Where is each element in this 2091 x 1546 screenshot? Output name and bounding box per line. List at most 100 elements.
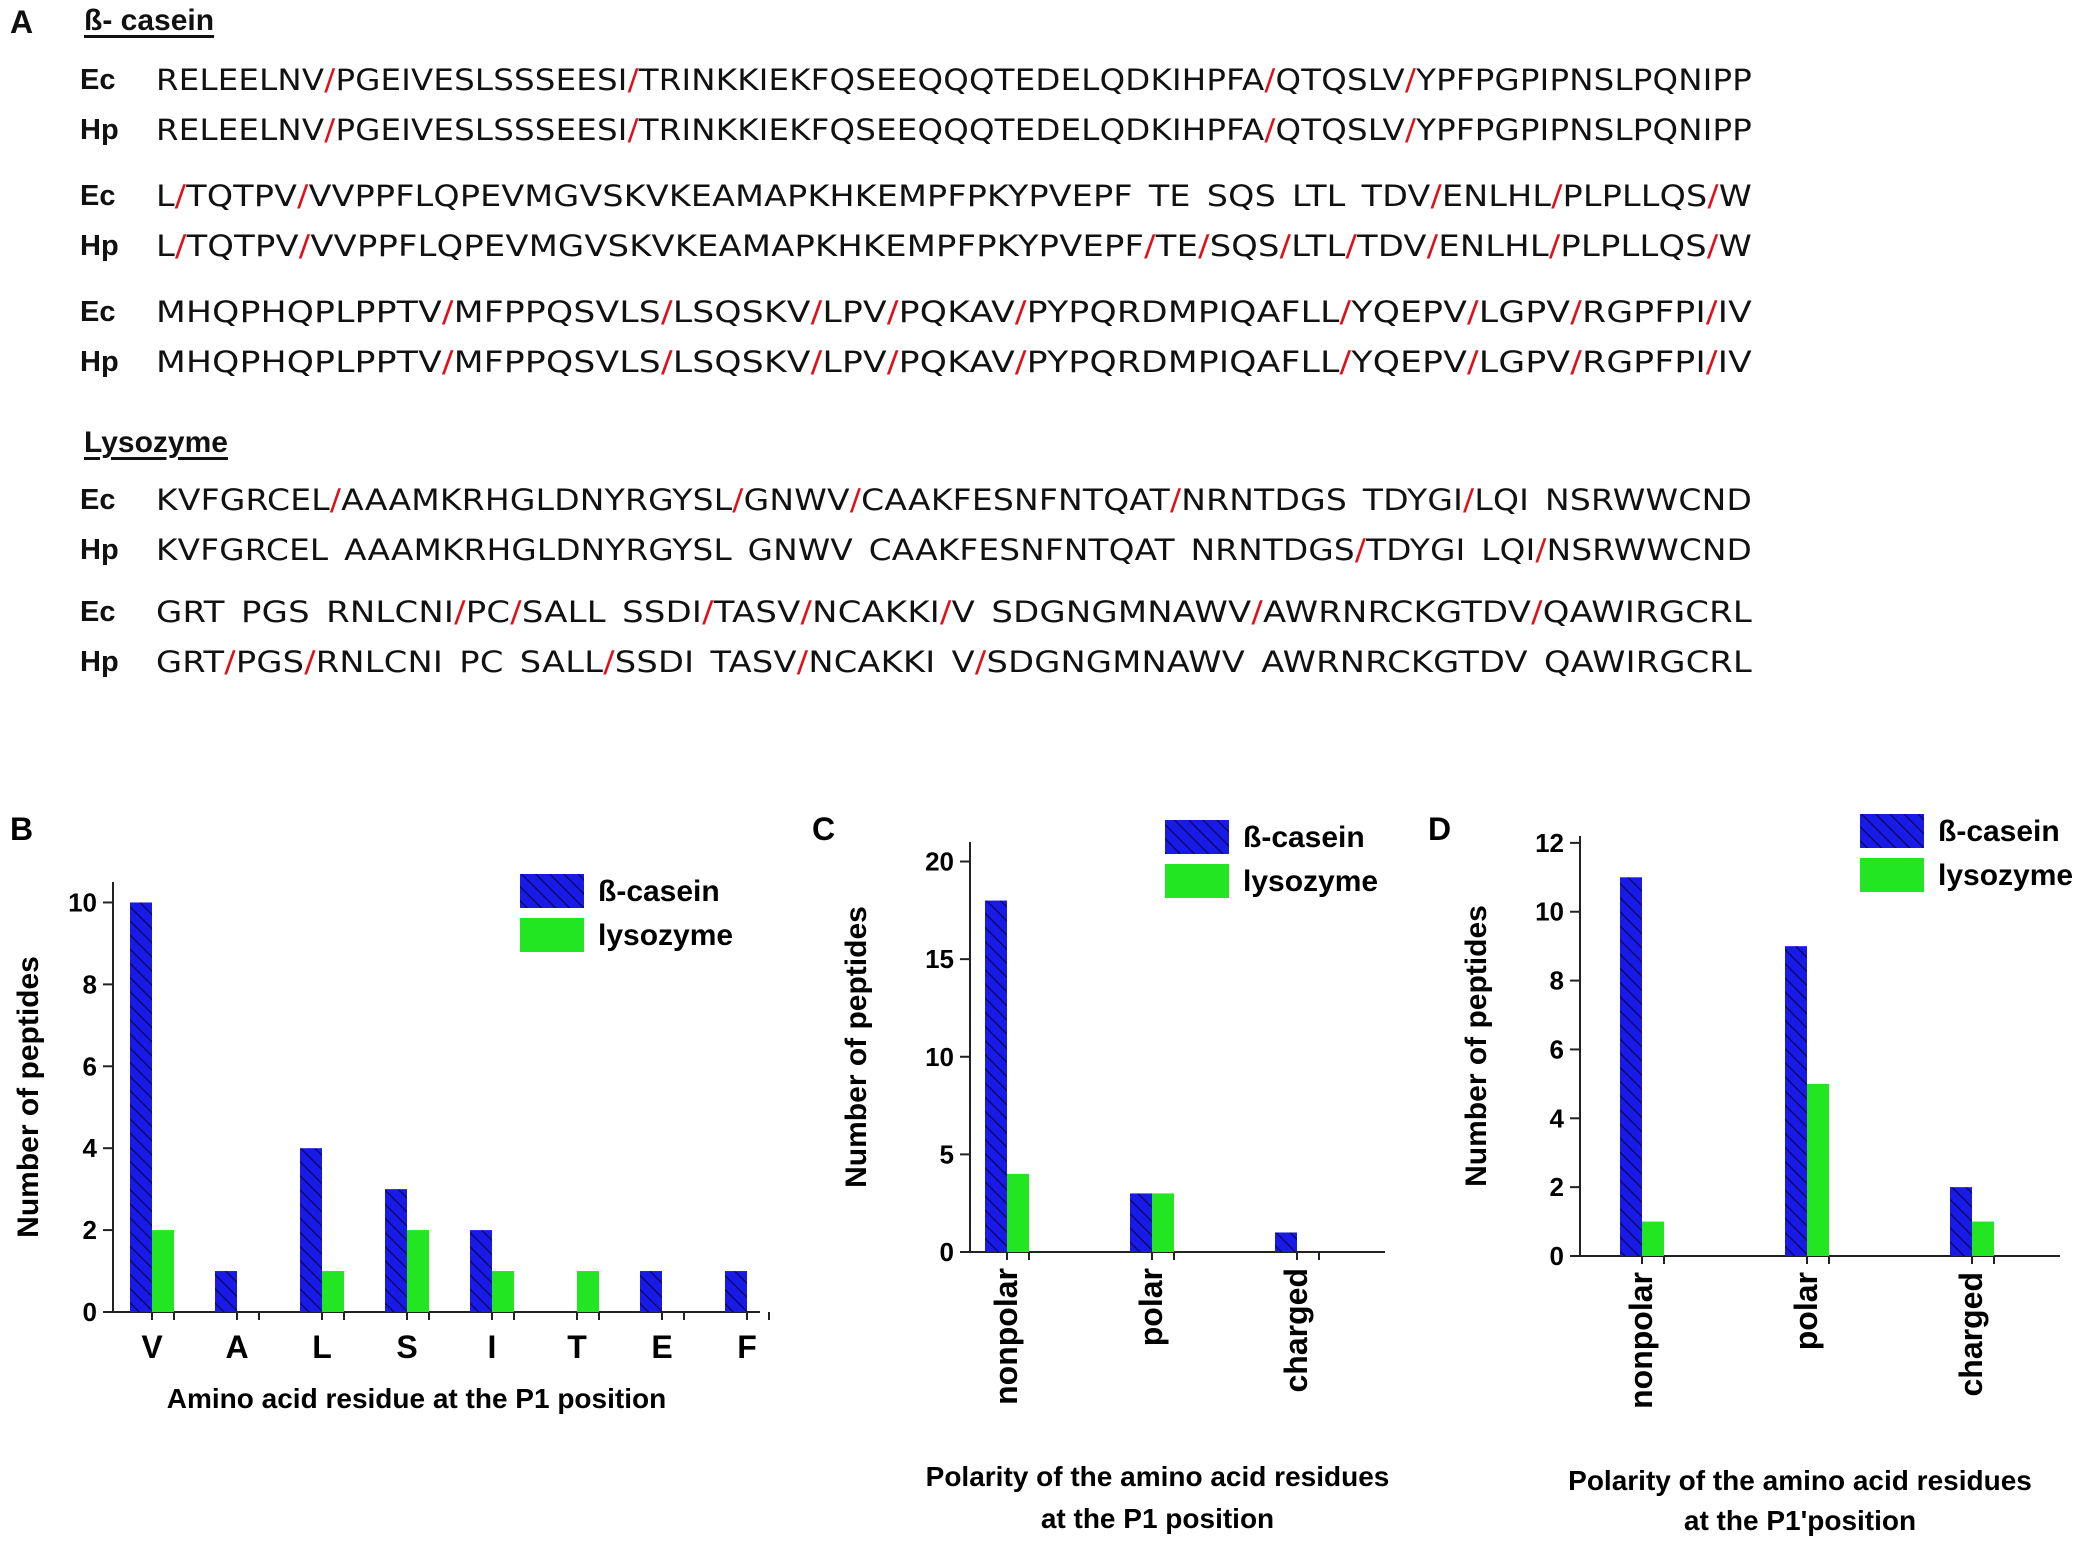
sequence-segment: LPV [822,345,887,379]
sequence-segment: SDGNGMNAWV [986,645,1246,679]
cleavage-site-mark: / [1404,113,1417,147]
sequence-segment: KVFGRCEL [156,533,329,567]
organism-label: Ec [80,295,116,328]
casein-bar-S [385,1189,407,1312]
y-tick-label: 10 [68,887,97,917]
category-label: nonpolar [988,1268,1024,1405]
sequence-segment: MFPPQSVLS [453,295,661,329]
x-axis-label-line: at the P1'position [1684,1505,1916,1536]
peptide-sequence: GRT PGS RNLCNI/PC/SALL SSDI/TASV/NCAKKI/… [156,595,1752,629]
x-axis-label-line: at the P1 position [1041,1503,1274,1534]
sequence-segment: TQTPV [186,229,299,263]
sequence-segment: V [951,595,976,629]
peptide-sequence: L/TQTPV/VVPPFLQPEVMGVSKVKEAMAPKHKEMPFPKY… [156,229,1752,263]
cleavage-site-mark: / [324,113,336,147]
x-axis-label-line: Polarity of the amino acid residues [1568,1465,2032,1496]
sequence-segment: LSQSKV [672,345,811,379]
sequence-segment: SALL [519,645,604,679]
sequence-segment: RELEELNV [156,63,325,97]
cleavage-site-mark: / [441,345,454,379]
cleavage-site-mark: / [224,645,236,679]
y-tick-label: 6 [1550,1034,1564,1064]
cleavage-site-mark: / [810,345,823,379]
casein-bar-charged [1950,1187,1972,1256]
sequence-row: Ec RELEELNV/PGEIVESLSSSEESI/TRINKKIEKFQSE… [80,60,1752,100]
lysozyme-bar-T [577,1271,599,1312]
sequence-segment: RELEELNV [156,113,325,147]
sequence-segment: V [951,645,975,679]
panel-letter-d: D [1428,811,1451,847]
cleavage-site-mark: / [1345,229,1358,263]
sequence-segment: MHQPHQPLPPTV [156,345,442,379]
y-tick-label: 20 [925,847,954,877]
cleavage-site-mark: / [1570,295,1583,329]
sequence-segment: GRT [156,645,225,679]
sequence-segment: PLPLLQS [1562,179,1708,213]
cleavage-site-mark: / [1264,113,1276,147]
legend-swatch-lysozyme [520,918,584,952]
y-axis-label: Number of peptides [12,956,45,1238]
lysozyme-bar-polar [1152,1193,1174,1252]
sequence-segment: LQI [1474,483,1530,517]
sequence-segment: W [1718,229,1753,263]
sequence-row: Hp KVFGRCEL AAAMKRHGLDNYRGYSL GNWV CAAKFE… [80,530,1752,570]
sequence-segment: PQKAV [898,345,1015,379]
sequence-segment: LSQSKV [672,295,811,329]
sequence-segment: MFPPQSVLS [453,345,661,379]
cleavage-site-mark: / [627,63,639,97]
cleavage-site-mark: / [1551,179,1563,213]
sequence-segment: TRINKKIEKFQSEEQQQTEDELQDKIHPFA [638,113,1265,147]
category-label: F [737,1329,757,1365]
sequence-segment: NSRWWCND [1544,483,1753,517]
sequence-segment: GNWV [743,483,850,517]
legend-swatch-casein [520,874,584,908]
sequence-segment: VVPPFLQPEVMGVSKVKEAMAPKHKEMPFPKYPVEPF [310,229,1145,263]
sequence-segment: L [156,229,176,263]
sequence-segment: LTL [1292,179,1346,213]
category-label: A [225,1329,248,1365]
casein-bar-polar [1130,1193,1152,1252]
cleavage-site-mark: / [627,113,639,147]
lysozyme-heading: Lysozyme [84,426,228,459]
cleavage-site-mark: / [1339,295,1352,329]
cleavage-site-mark: / [1144,229,1156,263]
legend-label-lysozyme: lysozyme [598,919,733,952]
sequence-segment: L [156,179,175,213]
sequence-segment: MHQPHQPLPPTV [156,295,442,329]
lysozyme-bar-I [492,1271,514,1312]
organism-label: Hp [80,645,119,678]
cleavage-site-mark: / [974,645,987,679]
sequence-segment: QTQSLV [1275,113,1405,147]
sequence-segment: PGS [235,645,305,679]
casein-heading: ß- casein [84,4,215,37]
lysozyme-bar-charged [1972,1221,1994,1256]
sequence-segment: NRNTDGS [1181,483,1347,517]
organism-label: Hp [80,345,119,378]
cleavage-site-mark: / [1404,63,1417,97]
category-label: T [567,1329,587,1365]
sequence-segment: TDYGI [1362,483,1464,517]
casein-bar-L [300,1148,322,1312]
y-tick-label: 8 [1550,966,1564,996]
sequence-segment: YPFPGPIPNSLPQNIPP [1416,113,1753,147]
sequence-segment: PC [459,645,504,679]
peptide-sequence: MHQPHQPLPPTV/MFPPQSVLS/LSQSKV/LPV/PQKAV/… [156,295,1752,329]
sequence-segment: AAAMKRHGLDNYRGYSL [344,533,732,567]
legend-swatch-casein [1860,814,1924,848]
sequence-segment: AAAMKRHGLDNYRGYSL [341,483,733,517]
sequence-segment: LGPV [1478,295,1571,329]
cleavage-site-mark: / [800,595,813,629]
sequence-row: Ec KVFGRCEL/AAAMKRHGLDNYRGYSL/GNWV/CAAKFE… [80,480,1752,520]
sequence-segment: QAWIRGCRL [1542,595,1753,629]
sequence-segment: CAAKFESNFNTQAT [861,483,1170,517]
sequence-segment: PYPQRDMPIQAFLL [1026,345,1340,379]
sequence-row: Ec MHQPHQPLPPTV/MFPPQSVLS/LSQSKV/LPV/PQKA… [80,292,1752,332]
cleavage-site-mark: / [702,595,714,629]
sequence-row: Hp GRT/PGS/RNLCNI PC SALL/SSDI TASV/NCAKK… [80,642,1752,682]
legend-swatch-lysozyme [1860,858,1924,892]
sequence-segment: PC [465,595,511,629]
cleavage-site-mark: / [304,645,316,679]
category-label: E [651,1329,672,1365]
sequence-segment: NSRWWCND [1546,533,1752,567]
category-label: I [488,1329,497,1365]
